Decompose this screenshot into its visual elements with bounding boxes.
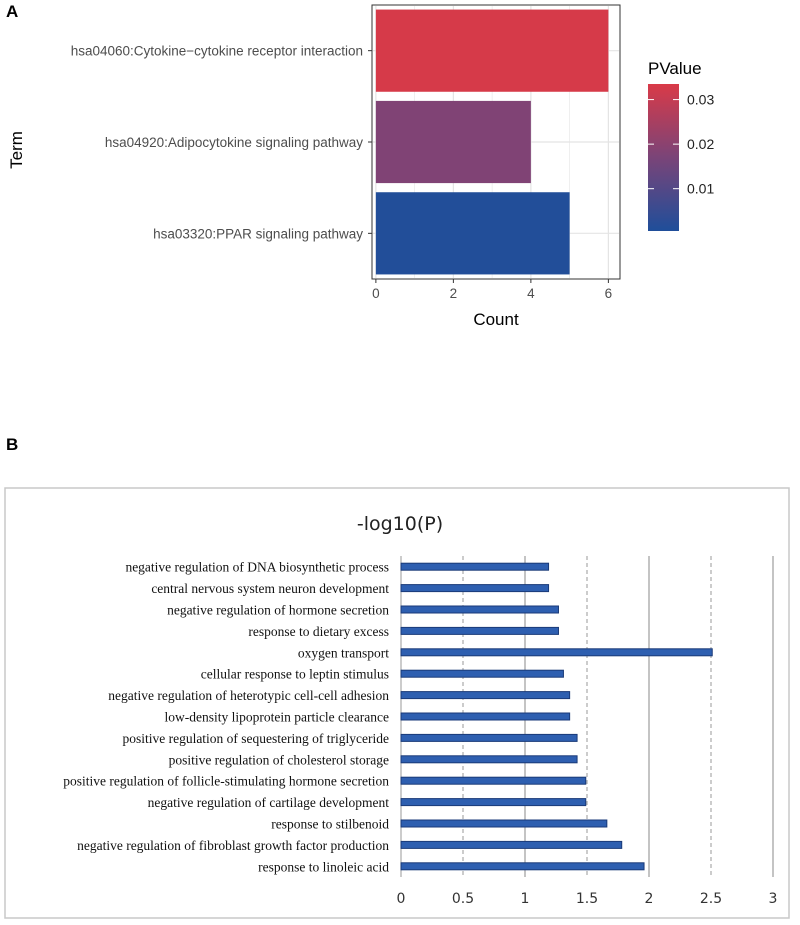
chart-b-y-tick-label: negative regulation of cartilage develop…: [148, 795, 390, 810]
chart-b-bar: [400, 626, 559, 635]
chart-a-x-tick-label: 2: [450, 286, 458, 301]
chart-b-bars: [400, 562, 713, 871]
chart-b-y-tick-label: central nervous system neuron developmen…: [151, 581, 389, 596]
chart-b-y-tick-label: response to stilbenoid: [271, 817, 389, 832]
panel-label-b: B: [6, 435, 18, 454]
chart-b-x-axis: 0 0.5 1 1.5 2 2.5 3: [397, 891, 778, 907]
chart-a-bar: [375, 192, 570, 275]
chart-b-x-tick-label: 0.5: [452, 891, 474, 907]
chart-a-x-label: Count: [473, 310, 519, 329]
chart-b-bar: [400, 584, 550, 593]
chart-b-x-tick-label: 0: [397, 891, 406, 907]
chart-a-y-tick-label: hsa04920:Adipocytokine signaling pathway: [105, 135, 363, 150]
chart-b-y-tick-label: positive regulation of sequestering of t…: [122, 731, 389, 746]
chart-b-y-tick-label: negative regulation of DNA biosynthetic …: [125, 560, 389, 575]
chart-b-y-tick-label: positive regulation of cholesterol stora…: [169, 752, 389, 767]
chart-b-x-tick-label: 2.5: [700, 891, 722, 907]
chart-b-bar: [400, 840, 623, 849]
chart-b: -log10(P) negative regulation of DNA bio…: [4, 487, 790, 919]
chart-b-y-tick-label: negative regulation of hormone secretion: [167, 603, 389, 618]
chart-a-y-label: Term: [7, 131, 26, 169]
chart-b-bar: [400, 691, 571, 700]
chart-a-bar: [375, 9, 609, 92]
legend-tick-label: 0.01: [687, 181, 714, 197]
chart-a-x-tick-label: 4: [527, 286, 535, 301]
chart-b-bar: [400, 798, 587, 807]
chart-a-x-tick-label: 0: [372, 286, 380, 301]
chart-b-title: -log10(P): [357, 513, 443, 535]
chart-a-y-axis: hsa04060:Cytokine−cytokine receptor inte…: [71, 44, 372, 241]
chart-b-y-tick-label: negative regulation of fibroblast growth…: [77, 838, 389, 853]
chart-b-bar: [400, 648, 713, 657]
chart-b-bar: [400, 755, 578, 764]
chart-a-bar: [375, 100, 531, 184]
chart-a-x-tick-label: 6: [605, 286, 613, 301]
chart-b-y-tick-label: negative regulation of heterotypic cell-…: [108, 688, 389, 703]
chart-a-bars: [375, 9, 609, 275]
chart-a: hsa04060:Cytokine−cytokine receptor inte…: [7, 4, 714, 329]
chart-b-x-tick-label: 3: [769, 891, 778, 907]
chart-b-bar: [400, 862, 645, 871]
chart-a-y-tick-label: hsa04060:Cytokine−cytokine receptor inte…: [71, 44, 363, 59]
legend-tick-label: 0.02: [687, 136, 714, 152]
chart-b-x-tick-label: 2: [645, 891, 654, 907]
chart-b-y-tick-label: oxygen transport: [298, 645, 389, 660]
legend-colorbar: [648, 84, 679, 231]
chart-b-y-tick-label: positive regulation of follicle-stimulat…: [63, 774, 389, 789]
chart-a-x-axis: 0 2 4 6: [372, 279, 612, 301]
chart-b-bar: [400, 819, 608, 828]
chart-b-bar: [400, 562, 550, 571]
legend-tick-label: 0.03: [687, 92, 714, 108]
chart-b-x-tick-label: 1: [521, 891, 530, 907]
chart-b-bar: [400, 712, 571, 721]
chart-b-bar: [400, 776, 587, 785]
chart-b-bar: [400, 605, 559, 614]
chart-b-bar: [400, 669, 564, 678]
chart-a-y-tick-label: hsa03320:PPAR signaling pathway: [153, 226, 363, 241]
legend-title: PValue: [648, 59, 702, 78]
legend-ticks: 0.03 0.02 0.01: [648, 92, 714, 197]
chart-b-x-tick-label: 1.5: [576, 891, 598, 907]
panel-label-a: A: [6, 2, 18, 21]
chart-b-y-tick-label: cellular response to leptin stimulus: [201, 667, 389, 682]
chart-a-legend: PValue 0.03 0.02 0.01: [648, 59, 714, 231]
chart-b-y-tick-label: response to dietary excess: [248, 624, 389, 639]
chart-b-y-tick-label: low-density lipoprotein particle clearan…: [164, 710, 389, 725]
chart-b-bar: [400, 733, 578, 742]
chart-b-y-axis: negative regulation of DNA biosynthetic …: [63, 560, 389, 875]
chart-b-frame: [4, 487, 790, 919]
chart-b-y-tick-label: response to linoleic acid: [258, 859, 389, 874]
